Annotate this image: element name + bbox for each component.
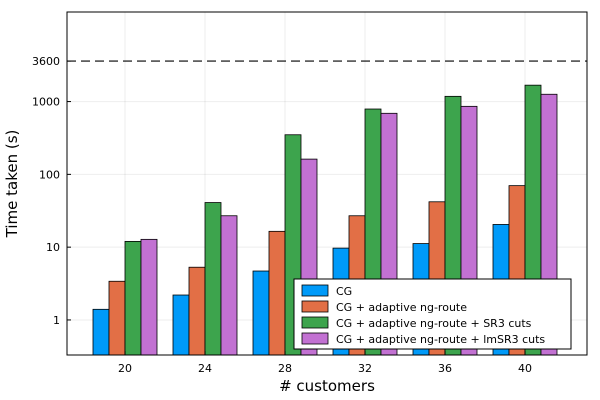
x-tick-label: 28	[278, 362, 292, 375]
y-tick-label: 1000	[32, 96, 60, 109]
legend-label: CG + adaptive ng-route + lmSR3 cuts	[336, 333, 545, 346]
x-tick-label: 36	[438, 362, 452, 375]
legend-label: CG + adaptive ng-route + SR3 cuts	[336, 317, 532, 330]
bar	[188, 266, 206, 356]
bar	[268, 230, 286, 356]
y-tick-label: 3600	[32, 55, 60, 68]
y-tick-label: 1	[53, 314, 60, 327]
x-tick-label: 40	[518, 362, 532, 375]
x-axis-title: # customers	[279, 377, 375, 395]
y-tick-label: 10	[46, 241, 60, 254]
legend: CG CG + adaptive ng-route CG + adaptive ng…	[293, 278, 572, 350]
bar	[124, 240, 142, 356]
bar	[204, 202, 222, 356]
bar	[92, 308, 110, 356]
axis-ticks: 1 10 100 1000 3600 20 24 28 32 36 40	[32, 55, 532, 375]
plot-area-frame	[66, 11, 588, 356]
legend-label: CG + adaptive ng-route	[336, 301, 467, 314]
y-tick-label: 100	[39, 168, 60, 181]
legend-swatch	[301, 300, 329, 313]
legend-box	[293, 278, 572, 350]
legend-swatch	[301, 332, 329, 345]
bar	[108, 280, 126, 356]
x-tick-label: 20	[118, 362, 132, 375]
legend-swatch	[301, 316, 329, 329]
x-tick-label: 32	[358, 362, 372, 375]
bar	[140, 238, 158, 356]
bar	[172, 294, 190, 356]
x-tick-label: 24	[198, 362, 212, 375]
bar	[220, 215, 238, 356]
legend-swatch	[301, 284, 329, 297]
bar	[252, 270, 270, 356]
y-axis-title: Time taken (s)	[3, 130, 21, 239]
legend-label: CG	[336, 285, 352, 298]
